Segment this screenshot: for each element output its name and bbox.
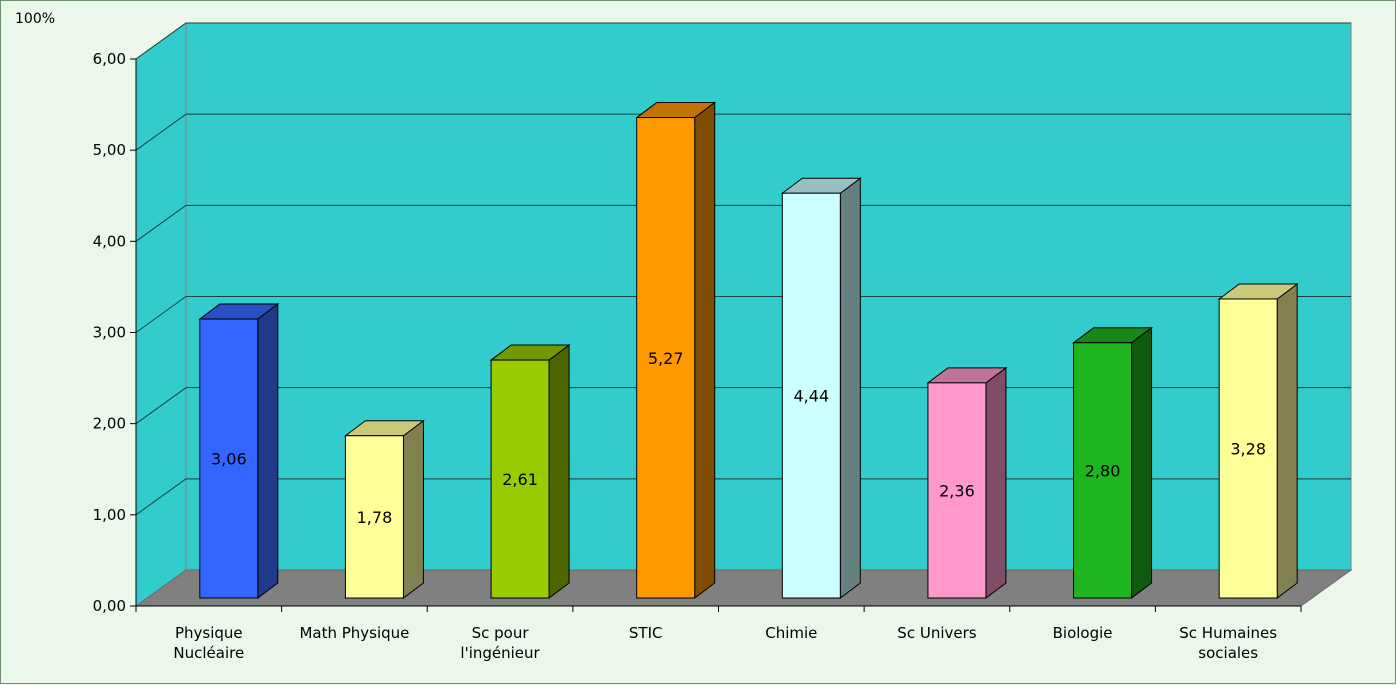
y-tick-label: 5,00 [93,141,126,159]
x-tick-label: sociales [1198,644,1258,662]
bar-7: 2,80 [1072,326,1154,599]
y-tick-label: 0,00 [93,597,126,615]
gridline-diag [135,478,187,516]
bar-side [257,303,279,599]
bar-front [490,359,550,599]
x-axis: Physique Nucléaire Math Physique Sc pour l'i… [135,605,1302,662]
data-label: 1,78 [357,508,393,527]
gridline-diag [135,387,187,425]
x-tick-label: Math Physique [299,624,409,642]
bar-front [1218,298,1278,599]
bar-8: 3,28 [1217,282,1299,599]
gridline-diag [135,113,187,151]
x-tick-label: Sc Humaines [1179,624,1277,642]
x-tick-label: Sc Univers [897,624,976,642]
x-tick-label: Biologie [1053,624,1113,642]
bar-front [199,318,259,599]
unit-label: 100% [15,11,56,27]
data-label: 5,27 [648,349,684,368]
gridline-diag [135,22,187,60]
bar-front [781,192,841,599]
bar-6: 2,36 [926,366,1008,599]
x-tick-label: Chimie [765,624,817,642]
y-tick-label: 4,00 [93,232,126,250]
bar-front [636,117,696,599]
x-tick-label: Nucléaire [173,644,244,662]
data-label: 3,06 [211,450,247,469]
data-label: 2,61 [502,470,538,489]
bar-4: 5,27 [635,101,717,599]
gridline-diag [135,204,187,242]
bars: 3,06 1,78 2,61 5,27 4,44 2,36 2,80 3,28 [198,101,1299,599]
x-tick-label: STIC [629,624,663,642]
bar-side [839,177,861,599]
bar-side [548,344,570,599]
bar-front [344,435,404,599]
bar-1: 3,06 [198,303,280,599]
bar-side [1276,282,1298,599]
bar-side [402,419,424,599]
y-axis: 0,00 1,00 2,00 3,00 4,00 5,00 6,00 [93,50,137,615]
y-tick-label: 3,00 [93,324,126,342]
gridline-diag [135,296,187,333]
y-tick-label: 6,00 [93,50,126,68]
bar-3: 2,61 [489,344,571,599]
y-tick-label: 2,00 [93,415,126,433]
x-tick-label: l'ingénieur [460,644,540,662]
x-tick-label: Sc pour [472,624,530,642]
data-label: 2,80 [1085,461,1121,480]
bar-front [927,382,987,599]
bar-side [985,366,1007,599]
chart-walls [134,22,1353,607]
data-label: 4,44 [794,387,830,406]
floor [134,569,1353,607]
bar-front [1073,342,1133,599]
bar-5: 4,44 [780,177,862,599]
y-tick-label: 1,00 [93,506,126,524]
data-label: 3,28 [1230,439,1266,458]
bar-2: 1,78 [343,419,425,599]
x-tick-label: Physique [175,624,243,642]
data-label: 2,36 [939,481,975,500]
bar-side [1131,326,1153,599]
bar-side [694,101,716,599]
